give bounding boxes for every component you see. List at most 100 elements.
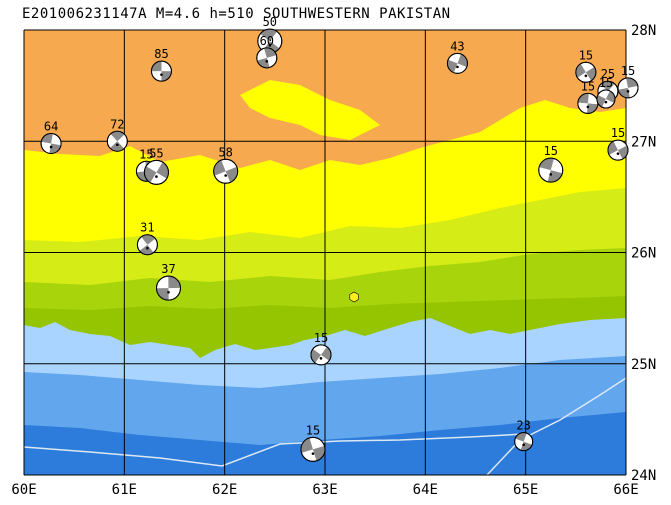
beachball-axis-dot [116, 143, 119, 147]
beachball-quadrant [320, 346, 331, 361]
beachball-axis-dot [49, 145, 53, 149]
beachball-quadrant [141, 234, 156, 245]
beachball-axis-dot [265, 60, 269, 63]
plate-boundary-line [23, 377, 627, 476]
beachball-outline [446, 52, 468, 74]
lat-tick-label: 26N [631, 246, 656, 262]
beachball-quadrant [110, 141, 125, 152]
mechanism-depth-label: 15 [611, 126, 625, 140]
mechanism-depth-label: 15 [139, 147, 153, 161]
beachball-quadrant [575, 63, 586, 78]
beachball-axis-dot [155, 175, 158, 178]
focal-mechanism[interactable]: 15 [617, 64, 639, 99]
focal-mechanism[interactable]: 23 [514, 419, 534, 452]
lat-tick-label: 25N [631, 357, 656, 373]
beachball-quadrant [110, 131, 125, 142]
focal-mechanism[interactable]: 15 [607, 126, 629, 161]
mechanism-depth-label: 15 [579, 48, 593, 62]
beachball-axis-dot [311, 452, 315, 455]
beachball-axis-dot [319, 357, 323, 360]
focal-mechanism[interactable]: 15 [538, 144, 564, 183]
mechanism-depth-label: 15 [314, 331, 328, 345]
beachball-outline [300, 436, 326, 462]
mechanism-depth-label: 15 [544, 144, 558, 158]
beachball-axis-dot [616, 152, 620, 155]
mechanism-depth-label: 50 [263, 15, 277, 29]
beachball-axis-dot [522, 443, 525, 447]
focal-mechanism[interactable]: 58 [213, 145, 239, 184]
mechanism-depth-label: 72 [110, 117, 124, 131]
beachball-outline [40, 132, 62, 154]
beachball-axis-dot [456, 65, 459, 69]
beachball-quadrant [151, 61, 162, 72]
mechanism-depth-label: 23 [516, 419, 530, 433]
lon-tick-label: 65E [513, 482, 538, 498]
mechanism-depth-label: 15 [599, 76, 613, 90]
focal-mechanism[interactable]: 31 [136, 221, 158, 256]
beachball-axis-dot [549, 173, 553, 176]
focal-mechanism[interactable]: 64 [40, 119, 62, 154]
beachball-axis-dot [586, 105, 590, 109]
mechanism-depth-label: 55 [149, 146, 163, 160]
beachball-quadrant [49, 143, 61, 154]
beachball-quadrant [156, 162, 169, 179]
lon-tick-label: 64E [413, 482, 438, 498]
beachball-quadrant [607, 141, 618, 155]
beachball-quadrant [156, 288, 169, 301]
lon-tick-label: 62E [212, 482, 237, 498]
focal-mechanism[interactable]: 37 [155, 262, 181, 301]
beachball-outline [150, 60, 172, 82]
lat-tick-label: 27N [631, 134, 656, 150]
beachball-outline [617, 77, 639, 99]
beachball-quadrant [577, 93, 589, 104]
beachball-outline [310, 344, 332, 366]
beachball-quadrant [144, 166, 157, 183]
focal-mechanism[interactable]: 15 [596, 76, 616, 109]
beachball-outline [155, 275, 181, 301]
beachball-outline [136, 234, 158, 256]
lon-tick-label: 63E [312, 482, 337, 498]
beachball-quadrant [161, 71, 172, 82]
map-title: E201006231147A M=4.6 h=510 SOUTHWESTERN … [22, 6, 451, 22]
mechanism-depth-label: 15 [621, 64, 635, 78]
beachball-quadrant [260, 29, 277, 42]
beachball-axis-dot [146, 246, 149, 250]
focal-mechanism[interactable]: 15 [577, 79, 599, 114]
focal-mechanism[interactable]: 85 [150, 47, 172, 82]
beachball-quadrant [168, 276, 181, 289]
mechanism-depth-label: 64 [44, 119, 58, 133]
mechanism-depth-label: 15 [581, 79, 595, 93]
beachball-quadrant [600, 81, 615, 92]
lon-tick-label: 60E [11, 482, 36, 498]
focal-mechanism[interactable]: 43 [446, 39, 468, 74]
lat-tick-label: 28N [631, 23, 656, 39]
mechanism-depth-label: 85 [154, 47, 168, 61]
focal-mechanism[interactable]: 15 [310, 331, 332, 366]
focal-mechanism[interactable]: 55 [143, 146, 169, 185]
beachball-outline [607, 139, 629, 161]
beachball-quadrant [596, 95, 606, 108]
beachball-quadrant [617, 145, 629, 160]
focal-mechanism[interactable]: 15 [300, 423, 326, 462]
mechanism-depth-label: 15 [306, 423, 320, 437]
beachball-axis-dot [268, 44, 272, 47]
mechanism-depth-label: 31 [140, 221, 154, 235]
beachball-quadrant [605, 90, 615, 103]
beachball-quadrant [587, 103, 598, 114]
event-epicenter-marker[interactable] [349, 291, 359, 303]
beachball-outline [143, 159, 169, 185]
beachball-axis-dot [584, 74, 588, 78]
focal-mechanism[interactable]: 72 [106, 117, 128, 152]
mechanism-depth-label: 60 [260, 34, 274, 48]
beachball-quadrant [311, 349, 321, 363]
beachball-axis-dot [160, 73, 163, 76]
beachball-outline [596, 89, 616, 109]
beachball-outline [514, 432, 534, 452]
beachball-axis-dot [604, 100, 608, 104]
beachball-outline [106, 130, 128, 152]
focal-mechanism[interactable]: 15 [575, 48, 597, 83]
focal-mechanism[interactable]: 60 [256, 34, 278, 69]
mechanism-depth-label: 43 [450, 39, 464, 53]
